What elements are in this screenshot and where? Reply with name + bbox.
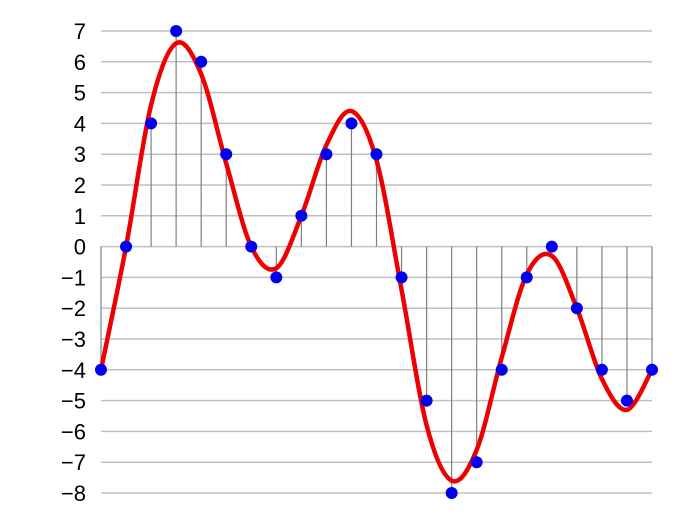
sample-point <box>595 363 608 376</box>
sample-point <box>345 117 358 130</box>
sample-point <box>520 271 533 284</box>
y-tick-label: 6 <box>74 50 86 75</box>
gridlines <box>101 30 652 494</box>
y-tick-label: 0 <box>74 235 86 260</box>
sample-point <box>295 209 308 222</box>
y-tick-label: 7 <box>74 19 86 44</box>
sample-point <box>220 148 233 161</box>
y-tick-labels: 7 6 5 4 3 2 1 0 −1 −2 −3 −4 −5 −6 −7 −8 <box>61 19 86 506</box>
sample-point <box>245 240 258 253</box>
sample-point <box>620 394 633 407</box>
y-tick-label: 4 <box>74 111 86 136</box>
sample-point <box>95 363 107 376</box>
y-tick-label: −7 <box>61 450 86 475</box>
sample-point <box>445 487 458 499</box>
sample-point <box>420 394 433 407</box>
sample-stems <box>100 31 653 493</box>
y-tick-label: 2 <box>74 173 86 198</box>
y-tick-label: −5 <box>61 389 86 414</box>
y-tick-label: −3 <box>61 327 86 352</box>
sample-point <box>195 55 208 68</box>
y-tick-label: −2 <box>61 296 86 321</box>
y-tick-label: 3 <box>74 142 86 167</box>
sample-point <box>495 363 508 376</box>
y-tick-label: −4 <box>61 358 86 383</box>
sample-point <box>545 240 558 253</box>
sample-point <box>470 456 483 469</box>
sample-point <box>370 148 383 161</box>
continuous-signal-line <box>98 40 655 484</box>
sample-point <box>646 363 658 376</box>
y-tick-label: −8 <box>61 481 86 506</box>
sample-point <box>570 302 583 315</box>
sample-point <box>270 271 283 284</box>
y-tick-label: −6 <box>61 419 86 444</box>
y-tick-label: 1 <box>74 204 86 229</box>
y-tick-label: −1 <box>61 265 86 290</box>
sample-point <box>145 117 158 130</box>
sample-point <box>395 271 408 284</box>
sample-points <box>95 25 658 499</box>
y-tick-label: 5 <box>74 81 86 106</box>
sample-point <box>320 148 333 161</box>
sample-point <box>170 25 183 37</box>
sample-point <box>120 240 133 253</box>
